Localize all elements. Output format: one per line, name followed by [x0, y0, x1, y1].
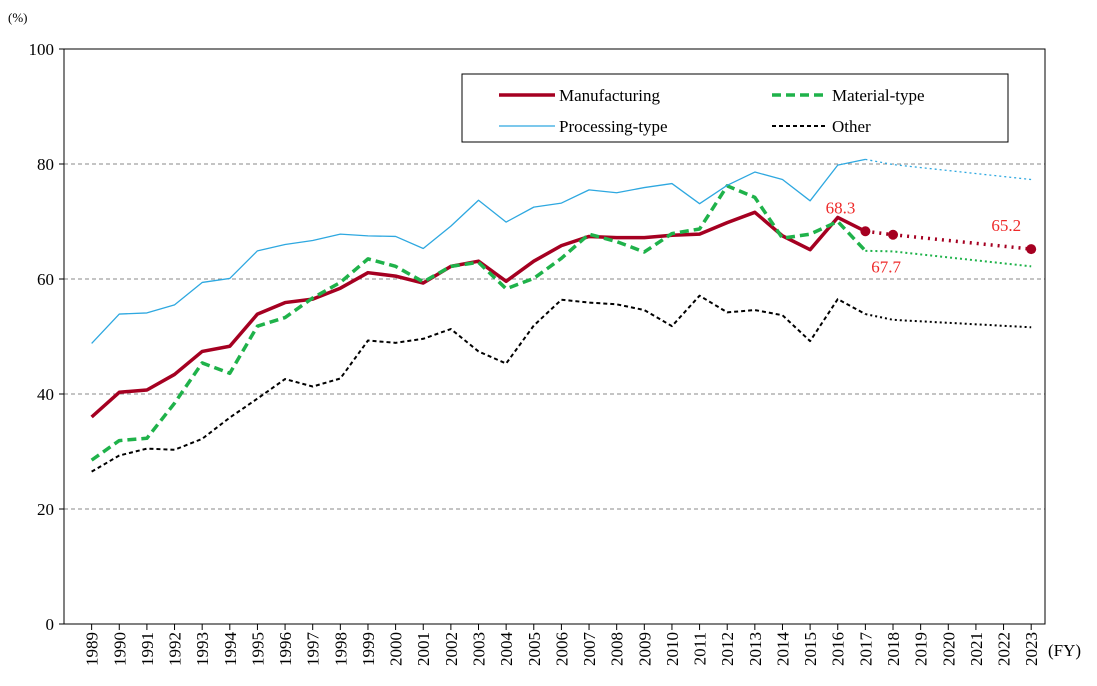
x-tick-label: 2002 [442, 632, 461, 666]
y-tick-label: 60 [37, 270, 54, 289]
x-tick-label: 2019 [912, 632, 931, 666]
x-tick-label: 2021 [967, 632, 986, 666]
x-tick-label: 1992 [166, 632, 185, 666]
x-tick-label: 2015 [801, 632, 820, 666]
plot-frame [63, 48, 1046, 625]
x-tick-label: 2016 [829, 632, 848, 666]
x-tick-label: 2003 [470, 632, 489, 666]
data-marker [888, 229, 899, 240]
x-tick-label: 2014 [773, 632, 792, 667]
data-label: 65.2 [991, 216, 1021, 235]
x-tick-label: 1996 [276, 632, 295, 666]
x-tick-label: 1995 [248, 632, 267, 666]
x-tick-label: 2020 [939, 632, 958, 666]
x-tick-label: 1994 [221, 632, 240, 667]
legend-box [461, 73, 1009, 143]
legend-label: Manufacturing [559, 86, 661, 105]
projection-line [865, 158, 1032, 181]
x-tick-label: 2017 [856, 632, 875, 667]
x-tick-label: 1993 [193, 632, 212, 666]
x-tick-label: 2004 [497, 632, 516, 667]
projection-line [865, 249, 1032, 268]
x-tick-label: 2008 [608, 632, 627, 666]
y-unit: (%) [8, 10, 28, 25]
x-tick-label: 2000 [387, 632, 406, 666]
x-tick-label: 2022 [995, 632, 1014, 666]
x-tick-label: 2005 [525, 632, 544, 666]
x-tick-label: 1998 [331, 632, 350, 666]
x-tick-label: 2001 [414, 632, 433, 666]
series-line [91, 294, 866, 473]
y-tick-label: 100 [29, 40, 55, 59]
x-tick-label: 2006 [552, 632, 571, 666]
x-tick-label: 2007 [580, 632, 599, 667]
series-line [90, 210, 867, 419]
data-marker [860, 226, 871, 237]
data-label: 67.7 [871, 258, 901, 277]
series-line [91, 158, 866, 344]
x-tick-label: 2011 [691, 632, 710, 665]
legend-label: Material-type [832, 86, 925, 105]
y-tick-label: 20 [37, 500, 54, 519]
x-tick-label: 1991 [138, 632, 157, 666]
x-tick-label: 1989 [83, 632, 102, 666]
data-label: 68.3 [826, 198, 856, 217]
x-tick-label: 2010 [663, 632, 682, 666]
x-tick-label: 1999 [359, 632, 378, 666]
data-marker [1026, 244, 1037, 255]
y-tick-label: 40 [37, 385, 54, 404]
y-tick-label: 0 [46, 615, 55, 634]
x-tick-label: 1997 [304, 632, 323, 667]
projection-line [865, 313, 1032, 329]
legend-label: Processing-type [559, 117, 668, 136]
y-tick-label: 80 [37, 155, 54, 174]
x-tick-label: 2018 [884, 632, 903, 666]
x-tick-label: 2012 [718, 632, 737, 666]
series-line [90, 184, 867, 462]
x-tick-label: 2009 [635, 632, 654, 666]
x-tick-label: 1990 [110, 632, 129, 666]
x-tick-label: 2013 [746, 632, 765, 666]
x-tick-label: 2023 [1022, 632, 1041, 666]
x-axis-label: (FY) [1048, 641, 1081, 660]
legend-label: Other [832, 117, 871, 136]
projection-line [865, 229, 1032, 251]
